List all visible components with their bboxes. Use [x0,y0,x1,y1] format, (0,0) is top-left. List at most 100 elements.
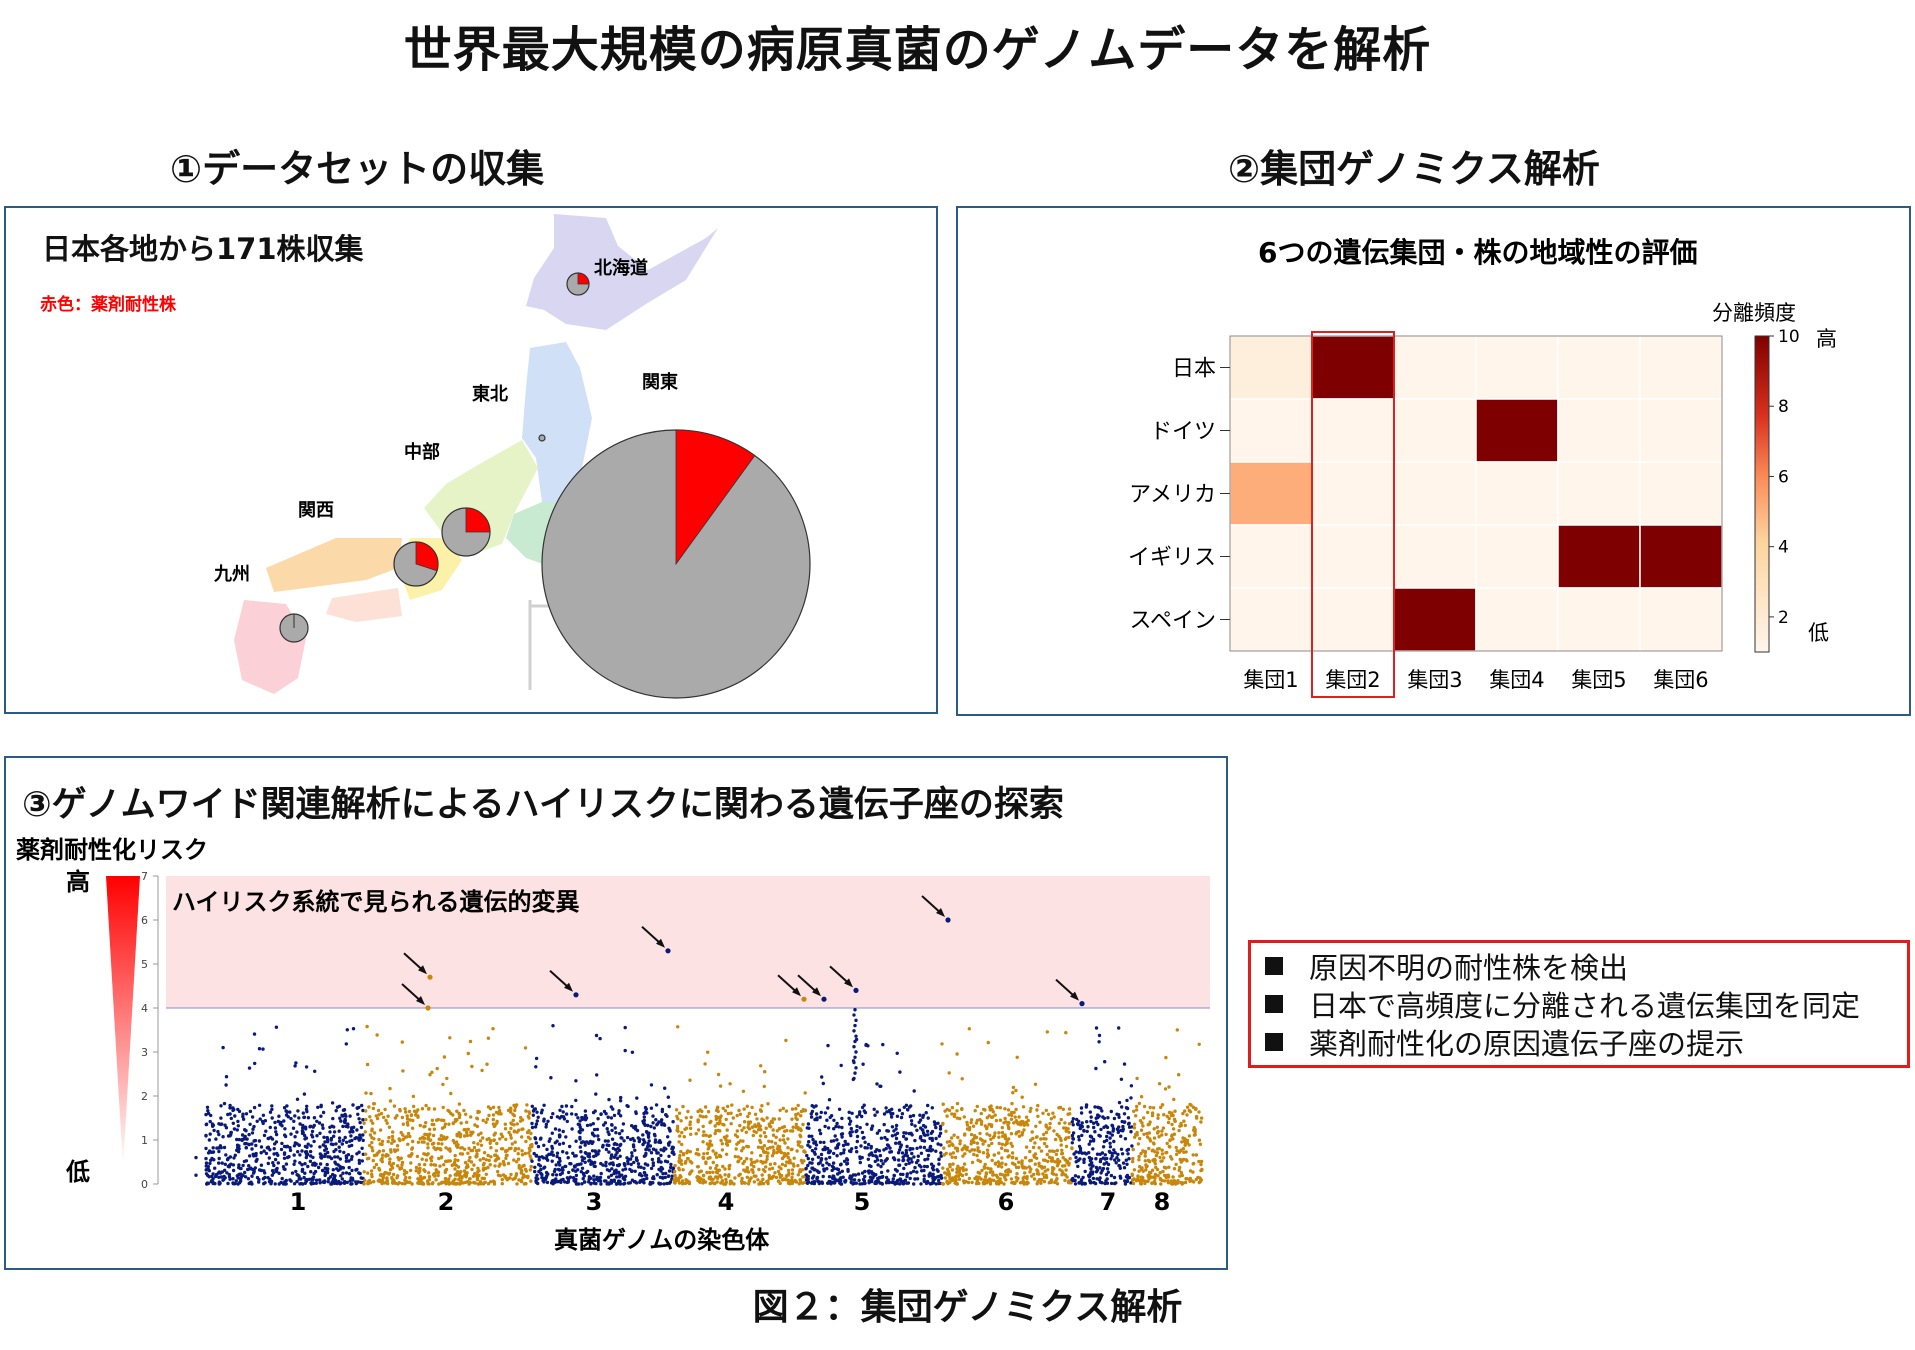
snp-point [924,1181,929,1186]
snp-point [1175,1028,1180,1032]
snp-point [432,1107,437,1111]
snp-point [940,1182,945,1186]
snp-point [331,1172,335,1177]
snp-point [449,1091,453,1096]
snp-point [216,1129,220,1134]
snp-point [444,1167,449,1172]
snp-point [858,1160,862,1165]
snp-point [257,1168,262,1172]
snp-point [254,1143,258,1148]
snp-point [323,1144,327,1148]
snp-point [1177,1128,1181,1133]
snp-point [1170,1182,1175,1186]
finding-text: 原因不明の耐性株を検出 [1309,951,1629,985]
snp-point [291,1126,296,1130]
snp-point [336,1155,340,1159]
snp-point [497,1109,502,1113]
snp-point [534,1141,538,1145]
snp-point [470,1167,474,1172]
snp-point [969,1120,973,1125]
snp-point [860,1105,865,1110]
snp-point [853,1055,857,1059]
heatmap-cell [1229,587,1313,652]
snp-point [308,1149,313,1154]
snp-point [819,1152,824,1157]
snp-point [636,1162,641,1166]
snp-point [904,1131,908,1135]
snp-point [950,1142,954,1146]
snp-point [542,1103,546,1107]
snp-point [715,1106,720,1110]
snp-point [364,1091,368,1095]
snp-point [795,1149,799,1153]
heatmap-cell [1393,587,1477,652]
snp-point [979,1111,983,1116]
snp-point [776,1144,780,1148]
snp-point [907,1161,911,1165]
snp-point [618,1154,622,1158]
snp-point [806,1180,811,1184]
snp-point [965,1120,969,1125]
snp-point [1191,1105,1196,1109]
snp-point [308,1124,313,1128]
snp-point [768,1146,772,1150]
snp-point [657,1140,661,1144]
snp-point [968,1149,972,1153]
snp-point [756,1178,760,1182]
snp-point [939,1143,943,1147]
snp-point [364,1109,368,1113]
snp-point [1068,1112,1072,1116]
snp-point [918,1145,923,1149]
snp-point [538,1137,543,1141]
snp-point [228,1112,232,1116]
snp-point [915,1146,919,1150]
snp-point [388,1160,392,1165]
snp-point [915,1170,919,1174]
snp-point [223,1123,227,1127]
snp-point [1009,1177,1014,1181]
snp-point [1139,1095,1144,1099]
snp-point [869,1146,873,1150]
snp-point [1096,1113,1100,1117]
snp-point [1123,1179,1127,1183]
snp-point [1059,1138,1063,1143]
snp-point [341,1171,345,1175]
snp-point [1091,1164,1095,1168]
snp-point [1086,1125,1090,1129]
snp-point [1067,1122,1072,1126]
snp-point [1101,1166,1106,1171]
snp-point [790,1107,795,1111]
snp-point [301,1123,305,1128]
snp-point [402,1169,407,1173]
snp-point [743,1181,747,1185]
snp-point [991,1170,995,1174]
snp-point [782,1125,787,1129]
snp-point [947,1144,951,1148]
heatmap-cell [1229,398,1313,463]
snp-point [362,1182,366,1186]
snp-point [323,1172,327,1177]
y-tick-label: 4 [141,1002,148,1015]
snp-point [614,1182,619,1186]
snp-point [328,1175,333,1179]
snp-point [311,1163,315,1167]
snp-point [344,1159,348,1163]
snp-point [679,1175,683,1179]
snp-point [689,1115,693,1119]
snp-point [554,1173,559,1177]
snp-point [549,1115,554,1120]
heatmap-cell [1311,524,1395,589]
snp-point [737,1108,741,1113]
snp-point [306,1142,310,1146]
snp-point [1048,1121,1052,1126]
snp-point [367,1178,372,1183]
snp-point [810,1134,814,1138]
snp-point [284,1178,288,1183]
snp-point [509,1126,513,1131]
snp-point [252,1167,256,1172]
snp-point [854,1050,858,1054]
snp-point [855,1115,859,1119]
snp-point [976,1148,980,1153]
snp-point [1183,1123,1188,1128]
snp-point [810,1157,815,1161]
